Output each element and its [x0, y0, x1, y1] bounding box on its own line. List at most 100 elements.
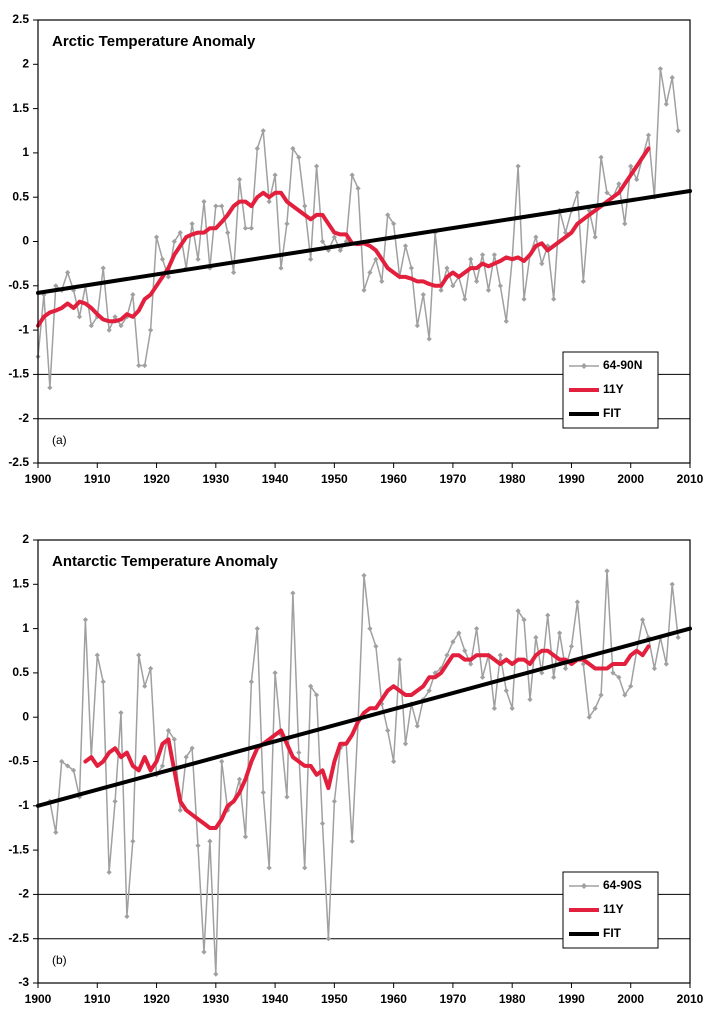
y-tick-label: 1.5: [12, 576, 29, 590]
data-point: [272, 172, 278, 178]
data-point: [616, 181, 622, 187]
y-tick-label: -1: [18, 798, 29, 812]
y-tick-label: -3: [18, 975, 29, 989]
y-tick-label: 2: [22, 532, 29, 546]
data-point: [171, 238, 177, 245]
data-point: [444, 265, 450, 271]
data-point: [284, 221, 290, 227]
data-point: [491, 705, 497, 711]
data-point: [142, 683, 148, 689]
y-tick-label: 1: [22, 621, 29, 635]
data-point: [343, 238, 349, 245]
y-tick-label: 0: [22, 709, 29, 723]
data-point: [165, 727, 171, 734]
data-point: [308, 256, 314, 262]
y-tick-label: -1: [18, 322, 29, 336]
data-point: [580, 278, 586, 284]
x-tick-label: 1900: [25, 472, 52, 486]
data-point: [379, 278, 385, 284]
data-point: [628, 163, 634, 169]
x-tick-label: 2010: [677, 472, 704, 486]
panel-label: (b): [52, 953, 67, 967]
data-point: [497, 283, 503, 289]
data-point: [59, 758, 65, 765]
y-tick-label: -2: [18, 887, 29, 901]
data-point: [515, 163, 521, 169]
y-tick-label: -0.5: [8, 278, 29, 292]
data-point: [313, 163, 320, 169]
series-line: [36, 626, 692, 808]
data-point: [41, 292, 47, 298]
data-point: [284, 794, 290, 800]
data-point: [616, 674, 622, 680]
data-point: [177, 807, 183, 813]
panel-label: (a): [52, 433, 67, 447]
data-point: [622, 221, 628, 227]
x-tick-label: 2000: [617, 992, 644, 1006]
data-point: [592, 234, 598, 240]
data-point: [657, 66, 663, 72]
legend-marker: [581, 363, 587, 369]
data-point: [65, 763, 71, 769]
y-tick-label: 2.5: [12, 12, 29, 26]
data-point: [361, 287, 367, 293]
y-tick-label: 2: [22, 56, 29, 70]
data-point: [651, 665, 658, 672]
x-tick-label: 1920: [143, 992, 170, 1006]
legend-label: 64-90S: [603, 878, 642, 892]
data-point: [349, 172, 355, 178]
data-point: [497, 652, 503, 658]
chart-title: Antarctic Temperature Anomaly: [52, 553, 279, 570]
data-point: [462, 648, 468, 654]
data-point: [521, 296, 527, 302]
data-point: [669, 581, 675, 587]
data-point: [53, 283, 59, 289]
data-point: [337, 247, 343, 253]
data-point: [551, 674, 557, 680]
data-point: [171, 736, 177, 742]
data-point: [450, 283, 456, 289]
data-point: [574, 190, 580, 196]
data-point: [118, 710, 124, 716]
data-point: [385, 727, 391, 734]
x-tick-label: 1990: [558, 472, 585, 486]
data-point: [610, 670, 616, 676]
data-point: [231, 269, 237, 276]
data-point: [367, 269, 373, 276]
data-point: [604, 568, 610, 574]
data-point: [628, 683, 634, 689]
data-point: [248, 679, 254, 685]
y-tick-label: 1: [22, 145, 29, 159]
data-point: [509, 705, 515, 711]
data-point: [53, 829, 59, 835]
data-point: [438, 287, 444, 293]
data-point: [598, 692, 604, 698]
data-point: [82, 617, 89, 623]
x-tick-label: 1910: [84, 992, 111, 1006]
data-point: [242, 834, 249, 840]
data-point: [562, 665, 569, 672]
x-tick-label: 1940: [262, 472, 289, 486]
x-tick-label: 1950: [321, 472, 348, 486]
legend-label: 11Y: [603, 902, 624, 916]
x-tick-label: 1920: [143, 472, 170, 486]
y-tick-label: 0.5: [12, 189, 29, 203]
data-point: [485, 287, 492, 293]
data-point: [189, 221, 195, 227]
data-point: [142, 362, 148, 369]
data-point: [296, 154, 302, 160]
data-point: [468, 256, 474, 262]
data-point: [645, 132, 652, 138]
data-point: [296, 750, 302, 756]
data-point: [189, 745, 195, 751]
data-point: [598, 154, 604, 160]
data-point: [663, 661, 669, 667]
x-tick-label: 1940: [262, 992, 289, 1006]
x-tick-label: 1980: [499, 992, 526, 1006]
data-point: [539, 261, 545, 267]
data-point: [136, 652, 142, 658]
data-point: [474, 278, 480, 284]
data-point: [391, 221, 397, 227]
data-point: [302, 203, 308, 209]
data-point: [385, 212, 391, 218]
